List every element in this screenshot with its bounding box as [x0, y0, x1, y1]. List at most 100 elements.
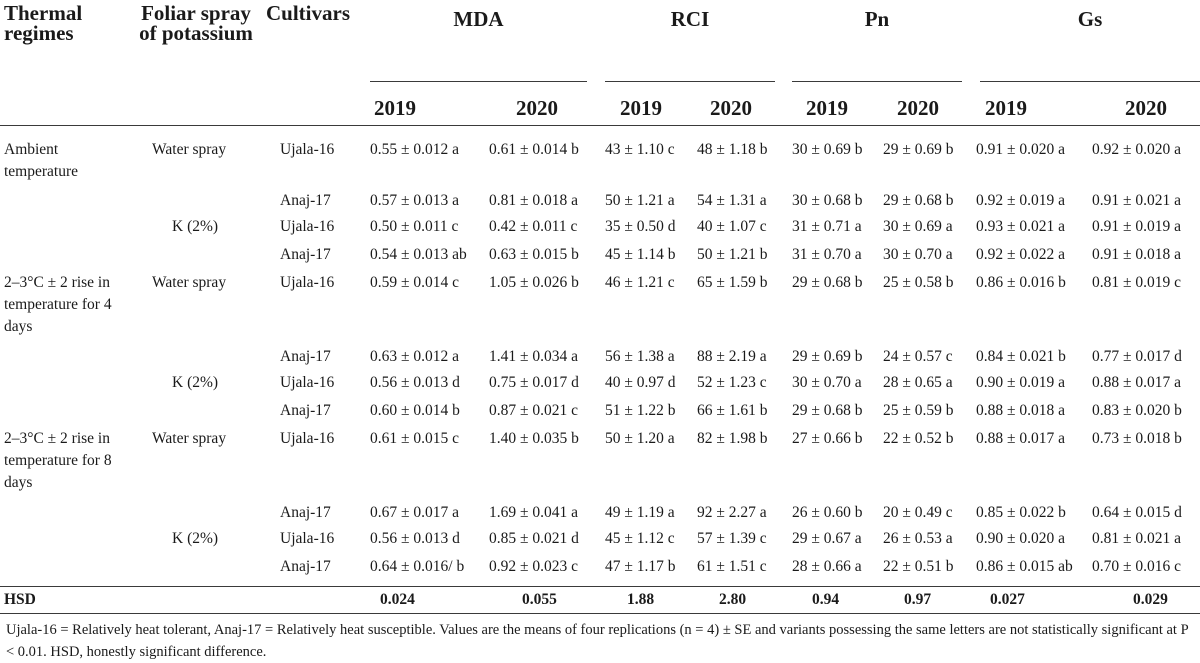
mda-2020-cell: 1.40 ± 0.035 b — [489, 430, 579, 447]
mda-2019-cell: 0.57 ± 0.013 a — [370, 192, 460, 209]
year-rci-2019: 2019 — [620, 96, 662, 120]
year-gs-2020: 2020 — [1125, 96, 1167, 120]
rci-2019-cell: 46 ± 1.21 c — [605, 274, 675, 291]
header-foliar-spray: Foliar spray of potassium — [139, 1, 253, 45]
gs-2020-cell: 0.70 ± 0.016 c — [1092, 558, 1182, 575]
header-pn: Pn — [864, 7, 890, 31]
mda-group-rule — [370, 81, 587, 82]
pn-2020-cell: 22 ± 0.51 b — [883, 558, 954, 575]
mda-2020-cell: 1.41 ± 0.034 a — [489, 348, 579, 365]
mda-2019-cell: 0.56 ± 0.013 d — [370, 530, 460, 547]
pn-2019-cell: 30 ± 0.69 b — [792, 141, 863, 158]
pn-2019-cell: 31 ± 0.70 a — [792, 246, 862, 263]
hsd-pn-2019: 0.94 — [812, 591, 840, 608]
rci-2019-cell: 49 ± 1.19 a — [605, 504, 675, 521]
pn-2019-cell: 29 ± 0.69 b — [792, 348, 863, 365]
rci-2019-cell: 51 ± 1.22 b — [605, 402, 676, 419]
rci-2019-cell: 43 ± 1.10 c — [605, 141, 675, 158]
cultivar-cell: Ujala-16 — [280, 430, 335, 447]
pn-2019-cell: 28 ± 0.66 a — [792, 558, 862, 575]
pn-2020-cell: 25 ± 0.59 b — [883, 402, 954, 419]
year-pn-2020: 2020 — [897, 96, 939, 120]
pn-2020-cell: 29 ± 0.69 b — [883, 141, 954, 158]
gs-2019-cell: 0.93 ± 0.021 a — [976, 218, 1066, 235]
pn-2020-cell: 26 ± 0.53 a — [883, 530, 953, 547]
regime-ambient: Ambient temperature — [4, 141, 79, 180]
mda-2019-cell: 0.55 ± 0.012 a — [370, 141, 460, 158]
hsd-gs-2019: 0.027 — [990, 591, 1025, 608]
pn-2019-cell: 31 ± 0.71 a — [792, 218, 862, 235]
cultivar-cell: Anaj-17 — [280, 348, 331, 365]
mda-2019-cell: 0.59 ± 0.014 c — [370, 274, 460, 291]
rci-2020-cell: 65 ± 1.59 b — [697, 274, 768, 291]
hsd-pn-2020: 0.97 — [904, 591, 932, 608]
header-rci: RCI — [670, 7, 710, 31]
spray-water: Water spray — [152, 430, 227, 447]
mda-2020-cell: 0.81 ± 0.018 a — [489, 192, 579, 209]
hsd-label: HSD — [4, 591, 36, 608]
rci-2019-cell: 45 ± 1.14 b — [605, 246, 676, 263]
pn-2019-cell: 30 ± 0.68 b — [792, 192, 863, 209]
table-rule-body-bottom — [0, 586, 1200, 587]
pn-2020-cell: 28 ± 0.65 a — [883, 374, 953, 391]
gs-2020-cell: 0.88 ± 0.017 a — [1092, 374, 1182, 391]
rci-2019-cell: 35 ± 0.50 d — [605, 218, 676, 235]
cultivar-cell: Anaj-17 — [280, 192, 331, 209]
rci-2020-cell: 66 ± 1.61 b — [697, 402, 768, 419]
gs-2019-cell: 0.88 ± 0.017 a — [976, 430, 1066, 447]
rci-2019-cell: 50 ± 1.21 a — [605, 192, 675, 209]
gs-2019-cell: 0.85 ± 0.022 b — [976, 504, 1066, 521]
spray-k: K (2%) — [172, 530, 219, 547]
gs-2020-cell: 0.81 ± 0.019 c — [1092, 274, 1182, 291]
mda-2019-cell: 0.64 ± 0.016/ b — [370, 558, 465, 575]
mda-2020-cell: 0.61 ± 0.014 b — [489, 141, 579, 158]
rci-2020-cell: 57 ± 1.39 c — [697, 530, 767, 547]
hsd-rci-2020: 2.80 — [719, 591, 747, 608]
spray-water: Water spray — [152, 141, 227, 158]
header-thermal-regimes: Thermal regimes — [4, 1, 83, 45]
mda-2020-cell: 0.75 ± 0.017 d — [489, 374, 579, 391]
gs-2019-cell: 0.84 ± 0.021 b — [976, 348, 1066, 365]
mda-2019-cell: 0.60 ± 0.014 b — [370, 402, 460, 419]
gs-2020-cell: 0.83 ± 0.020 b — [1092, 402, 1182, 419]
mda-2020-cell: 0.63 ± 0.015 b — [489, 246, 579, 263]
rci-2020-cell: 82 ± 1.98 b — [697, 430, 768, 447]
rci-2020-cell: 50 ± 1.21 b — [697, 246, 768, 263]
spray-water: Water spray — [152, 274, 227, 291]
spray-k: K (2%) — [172, 374, 219, 391]
mda-2020-cell: 1.05 ± 0.026 b — [489, 274, 579, 291]
cultivar-cell: Ujala-16 — [280, 530, 335, 547]
cultivar-cell: Ujala-16 — [280, 374, 335, 391]
rci-2019-cell: 47 ± 1.17 b — [605, 558, 676, 575]
gs-2019-cell: 0.86 ± 0.015 ab — [976, 558, 1073, 575]
gs-2020-cell: 0.64 ± 0.015 d — [1092, 504, 1182, 521]
regime-8-days: 2–3°C ± 2 rise in temperature for 8 days — [4, 430, 112, 491]
mda-2019-cell: 0.54 ± 0.013 ab — [370, 246, 467, 263]
rci-2020-cell: 92 ± 2.27 a — [697, 504, 767, 521]
rci-2019-cell: 40 ± 0.97 d — [605, 374, 676, 391]
gs-2020-cell: 0.81 ± 0.021 a — [1092, 530, 1182, 547]
gs-2019-cell: 0.92 ± 0.019 a — [976, 192, 1066, 209]
table-footnote: Ujala-16 = Relatively heat tolerant, Ana… — [6, 622, 1189, 660]
mda-2019-cell: 0.50 ± 0.011 c — [370, 218, 459, 235]
mda-2019-cell: 0.56 ± 0.013 d — [370, 374, 460, 391]
pn-2020-cell: 25 ± 0.58 b — [883, 274, 954, 291]
spray-k: K (2%) — [172, 218, 219, 235]
pn-group-rule — [792, 81, 962, 82]
rci-2020-cell: 54 ± 1.31 a — [697, 192, 767, 209]
pn-2019-cell: 30 ± 0.70 a — [792, 374, 862, 391]
rci-2019-cell: 56 ± 1.38 a — [605, 348, 675, 365]
pn-2019-cell: 27 ± 0.66 b — [792, 430, 863, 447]
cultivar-cell: Ujala-16 — [280, 218, 335, 235]
regime-4-days: 2–3°C ± 2 rise in temperature for 4 days — [4, 274, 112, 335]
mda-2020-cell: 1.69 ± 0.041 a — [489, 504, 579, 521]
year-rci-2020: 2020 — [710, 96, 752, 120]
gs-2020-cell: 0.91 ± 0.019 a — [1092, 218, 1182, 235]
pn-2019-cell: 26 ± 0.60 b — [792, 504, 863, 521]
gs-2020-cell: 0.77 ± 0.017 d — [1092, 348, 1182, 365]
cultivar-cell: Anaj-17 — [280, 504, 331, 521]
cultivar-cell: Anaj-17 — [280, 402, 331, 419]
pn-2019-cell: 29 ± 0.68 b — [792, 402, 863, 419]
mda-2019-cell: 0.63 ± 0.012 a — [370, 348, 460, 365]
rci-2020-cell: 48 ± 1.18 b — [697, 141, 768, 158]
